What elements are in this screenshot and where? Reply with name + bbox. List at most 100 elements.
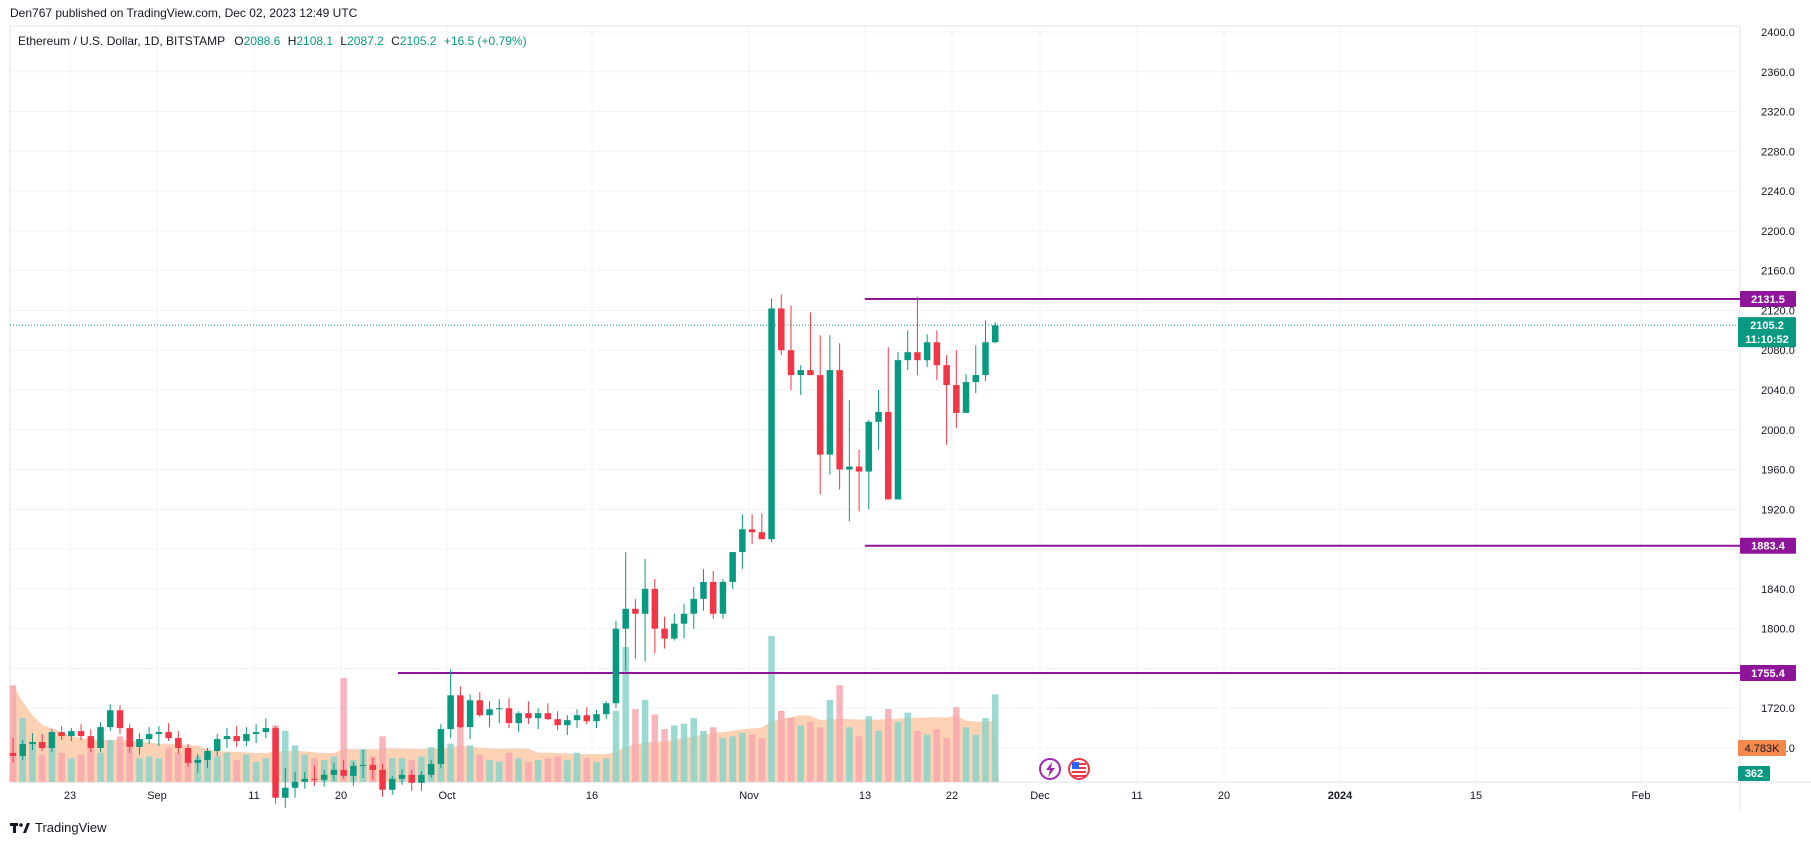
candle-body [418,774,425,783]
time-tick-label: 2024 [1328,790,1353,802]
time-axis[interactable]: 23 Sep 11 20 Oct 16 Nov 13 22 Dec 11 20 2024 15 Feb [64,790,1651,802]
price-tick-label: 2240.0 [1761,186,1795,198]
candle-body [719,581,727,614]
footer-brand[interactable]: TradingView [10,820,107,835]
time-tick-label: 16 [586,790,598,802]
candle-body [865,421,873,472]
volume-bar [602,758,610,782]
candle-body [398,774,406,779]
candle-body [885,411,892,500]
candle-body [826,370,834,455]
candle-body [729,552,736,582]
horizontal-levels[interactable] [398,298,1740,675]
event-icons[interactable] [1039,758,1090,780]
count-badge-label: 362 [1745,768,1763,780]
open-label: O [234,34,244,48]
volume-bar [593,761,600,782]
volume-bar [282,730,289,782]
volume-bar [690,718,697,782]
candle-body [291,781,299,788]
symbol-legend[interactable]: Ethereum / U.S. Dollar, 1D, BITSTAMP O20… [18,34,527,48]
volume-bar [894,721,902,782]
time-tick-label: 23 [64,790,76,802]
candle-body [505,708,513,724]
candle-body [427,763,435,775]
candle-body [194,759,202,763]
candle-body [252,732,260,735]
candle-body [680,613,688,624]
symbol-name[interactable]: Ethereum / U.S. Dollar, 1D, BITSTAMP [18,34,225,48]
price-tick-label: 2320.0 [1761,107,1795,119]
candle-body [77,731,85,737]
candle-body [515,713,522,724]
volume-bar [700,730,707,782]
volume-bar [622,646,629,782]
candle-body [593,714,600,722]
level-badge-label: 2131.5 [1751,294,1785,306]
volume-badge-bg [1738,740,1786,756]
volume-bar [748,734,756,782]
volume-bar [496,761,503,782]
us-flag-icon[interactable] [1068,758,1090,780]
volume-bar [661,729,668,782]
candle-body [359,764,367,766]
candle-body [748,529,756,533]
volume-bar [778,710,785,782]
price-tick-label: 1840.0 [1761,584,1795,596]
price-tick-label: 2120.0 [1761,305,1795,317]
volume-bar [807,721,814,782]
candle-body [175,738,182,748]
candle-body [165,732,172,739]
candle-body [933,342,941,366]
volume-bar [9,685,17,782]
time-tick-label: 20 [1218,790,1230,802]
change-value: +16.5 (+0.79%) [443,34,527,48]
volume-bar [126,747,133,782]
candle-body [982,342,989,376]
price-axis[interactable]: 2400.0 2360.0 2320.0 2280.0 2240.0 2200.0 2160… [1761,27,1795,755]
volume-bar [213,756,221,782]
price-tick-label: 2000.0 [1761,425,1795,437]
time-tick-label: Nov [739,790,759,802]
low-label: L [340,34,348,48]
candle-body [768,308,775,540]
lightning-icon[interactable] [1039,758,1061,780]
price-tick-label: 1960.0 [1761,465,1795,477]
volume-bar [797,725,804,782]
candle-body [923,342,931,361]
level-badge-label: 1755.4 [1751,668,1786,680]
volume-bar [816,727,824,782]
published-by-line: Den767 published on TradingView.com, Dec… [10,6,358,20]
volume-bar [68,758,75,782]
candle-body [573,715,581,721]
candle-body [690,598,697,614]
price-tick-label: 2080.0 [1761,345,1795,357]
high-value: 2108.1 [296,34,334,48]
volume-bar [641,699,649,782]
time-tick-label: 20 [335,790,347,802]
count-badge-bg [1738,766,1770,781]
volume-bar [77,754,85,782]
candle-body [943,365,950,386]
time-tick-label: Dec [1030,790,1050,802]
candle-body [466,700,474,728]
volume-bar [875,730,882,782]
candle-body [447,695,454,730]
volume-bar [252,761,260,782]
volume-bar [632,709,639,782]
candle-body [496,708,503,710]
level-badge-bg [1740,537,1796,554]
close-value: 2105.2 [399,34,437,48]
candle-body [914,352,921,361]
candle-body [894,360,902,500]
volume-bar [116,736,124,782]
volume-bar [943,738,950,782]
volume-bar [758,738,766,782]
volume-bar [476,754,484,782]
candle-body [213,739,221,751]
volume-bar [204,754,211,782]
candle-body [962,382,970,413]
candle-body [437,729,445,764]
candle-body [19,744,26,756]
